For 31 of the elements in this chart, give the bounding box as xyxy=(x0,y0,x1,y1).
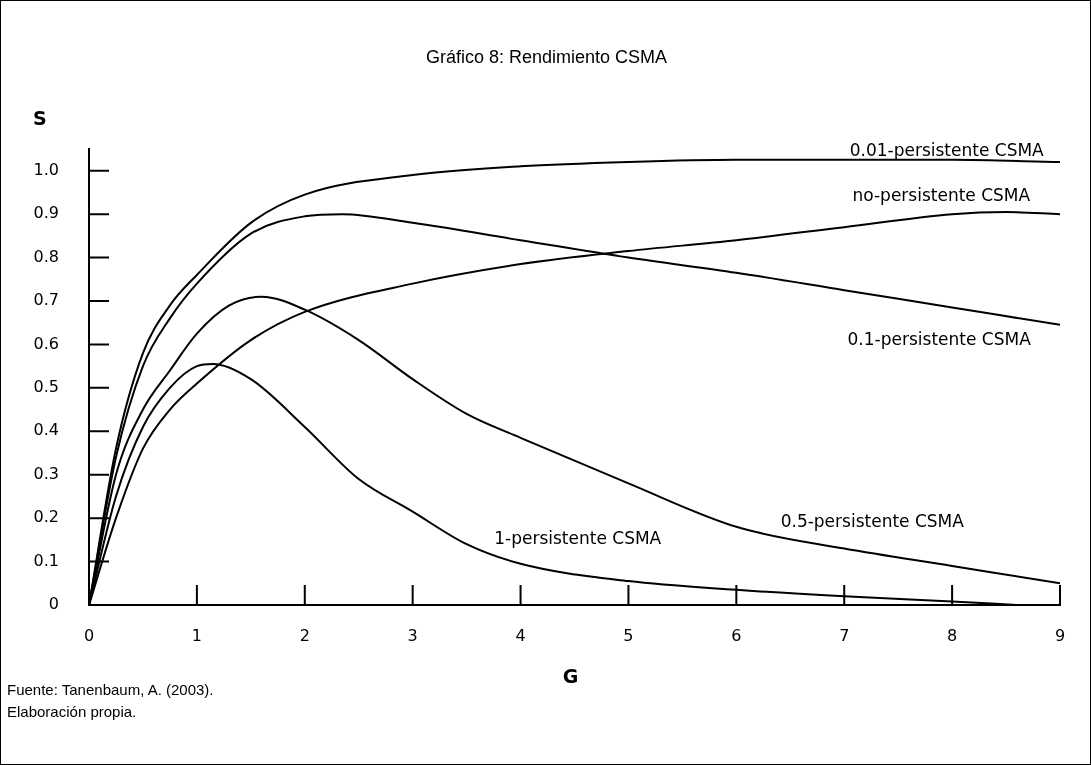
y-tick-label: 0.6 xyxy=(33,333,59,353)
x-tick-label: 1 xyxy=(191,625,202,645)
source-note: Fuente: Tanenbaum, A. (2003). xyxy=(7,681,214,698)
x-tick-label: 7 xyxy=(839,625,850,645)
series-label: 0.01-persistente CSMA xyxy=(849,139,1045,160)
x-tick-label: 3 xyxy=(407,625,418,645)
x-tick-label: 8 xyxy=(947,625,958,645)
series-label: no-persistente CSMA xyxy=(852,185,1031,206)
x-tick-label: 6 xyxy=(731,625,742,645)
series-label: 0.1-persistente CSMA xyxy=(847,328,1032,349)
x-tick-label: 0 xyxy=(83,625,95,645)
series-label: 0.5-persistente CSMA xyxy=(780,510,965,531)
text: Elaboración propia. xyxy=(7,703,137,720)
y-axis-title: S xyxy=(33,107,47,129)
x-tick-label: 2 xyxy=(299,625,310,645)
y-tick-label: 1.0 xyxy=(33,159,59,179)
y-tick-label: 0.5 xyxy=(33,377,59,397)
x-axis-title: G xyxy=(562,665,579,687)
series-label: 1-persistente CSMA xyxy=(494,528,662,549)
y-tick-label: 0.7 xyxy=(33,290,59,310)
x-tick-label: 4 xyxy=(515,625,526,645)
y-tick-label: 0.2 xyxy=(33,507,59,527)
y-tick-label: 0.4 xyxy=(33,420,59,440)
y-tick-label: 0.8 xyxy=(33,246,59,266)
y-tick-label: 0.3 xyxy=(33,463,59,483)
chart-title: Gráfico 8: Rendimiento CSMA xyxy=(424,47,669,68)
x-tick-label: 9 xyxy=(1054,625,1066,645)
y-tick-label: 0.9 xyxy=(33,203,59,223)
y-tick-label: 0.1 xyxy=(33,550,59,570)
x-tick-label: 5 xyxy=(623,625,634,645)
y-tick-label: 0 xyxy=(48,594,59,614)
